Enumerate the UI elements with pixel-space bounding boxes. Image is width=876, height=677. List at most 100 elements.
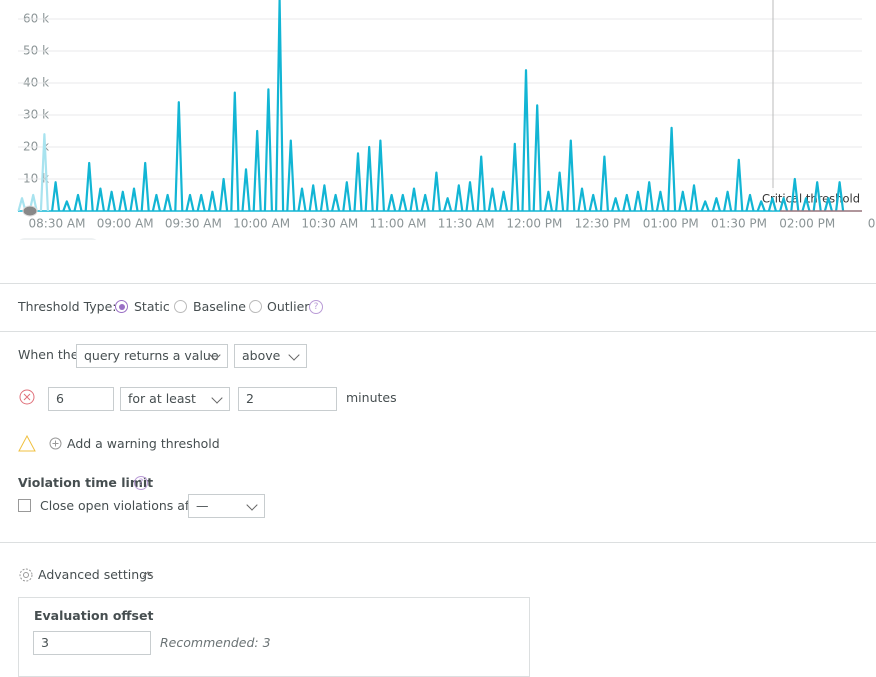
spike [700,200,710,212]
radio[interactable] [174,300,187,313]
hint: Recommended: 3 [160,635,271,650]
radio-label[interactable]: Outlier [267,299,310,314]
spike [443,197,453,212]
spike [779,197,789,212]
spike [655,190,665,212]
radio[interactable] [249,300,262,313]
spike [510,142,520,212]
input-value: 6 [56,391,64,406]
select-value: query returns a value [84,348,219,363]
spike [734,158,744,212]
spike [174,101,184,212]
x-tick-label: 09:00 AM [97,217,154,231]
spike [163,193,173,212]
radio[interactable] [115,300,128,313]
label: Threshold Type: [18,299,117,314]
spike [263,88,273,212]
x-tick-label: 02:00 PM [779,217,835,231]
section-toggle[interactable]: Advanced settings [38,567,154,582]
spike [185,193,195,212]
x-tick-label: 10:30 AM [301,217,358,231]
spike [835,181,845,212]
spike [62,200,72,212]
divider [0,331,876,332]
remove-icon[interactable] [18,388,38,408]
spike [319,184,329,212]
spike [711,197,721,212]
spike [286,139,296,212]
spike [151,193,161,212]
spike [308,184,318,212]
spike [566,139,576,212]
select[interactable]: above [234,344,307,368]
spike [297,187,307,212]
spike [409,187,419,212]
number-input[interactable]: 2 [238,387,337,411]
link[interactable]: Add a warning threshold [67,436,220,451]
add-icon[interactable] [49,437,63,451]
spike [353,152,363,212]
spike [364,145,374,212]
x-tick-label: 12:00 PM [506,217,562,231]
select-value: above [242,348,281,363]
x-tick-label: 01:00 PM [643,217,699,231]
spike [342,181,352,212]
spike [230,91,240,212]
checkbox[interactable] [18,499,31,512]
x-tick-label: 10:00 AM [233,217,290,231]
input-value: 3 [41,635,49,650]
spike [454,184,464,212]
spike [420,193,430,212]
spike [499,190,509,212]
spike [599,155,609,212]
spike [95,187,105,212]
spike [667,126,677,212]
help-icon[interactable]: ? [309,300,323,314]
select-value: for at least [128,391,196,406]
spike [487,187,497,212]
gear-icon [19,568,33,582]
spike [107,190,117,212]
radio-label[interactable]: Baseline [193,299,246,314]
spike [465,181,475,212]
legend-pill [19,238,97,240]
spike [476,155,486,212]
spike [790,177,800,212]
spike [521,69,531,212]
spike [84,161,94,212]
x-tick-label: 12:30 PM [575,217,631,231]
spike [387,193,397,212]
spike [398,193,408,212]
scroll-handle [22,205,38,217]
checkbox-label[interactable]: Close open violations after [40,498,207,513]
help-icon[interactable]: ? [134,476,148,490]
select[interactable]: — [188,494,265,518]
divider [0,283,876,284]
select[interactable]: for at least [120,387,230,411]
spike [17,197,27,212]
unit-label: minutes [346,390,397,405]
spike [555,171,565,212]
spike [723,190,733,212]
spike [140,161,150,212]
spike [73,193,83,212]
number-input[interactable]: 3 [33,631,151,655]
field-label: Evaluation offset [34,608,154,623]
spike [745,193,755,212]
spike [331,193,341,212]
legend: Avg DurationCritical threshold [19,238,97,240]
radio-label[interactable]: Static [134,299,170,314]
spike [118,190,128,212]
spike [678,190,688,212]
chevron-up[interactable] [142,570,154,580]
spike [252,129,262,212]
spike [588,193,598,212]
section-title: Violation time limit [18,475,154,490]
spike [431,171,441,212]
input[interactable]: 6 [48,387,114,411]
spike [51,181,61,212]
spike [633,190,643,212]
spike [543,190,553,212]
select[interactable]: query returns a value [76,344,228,368]
